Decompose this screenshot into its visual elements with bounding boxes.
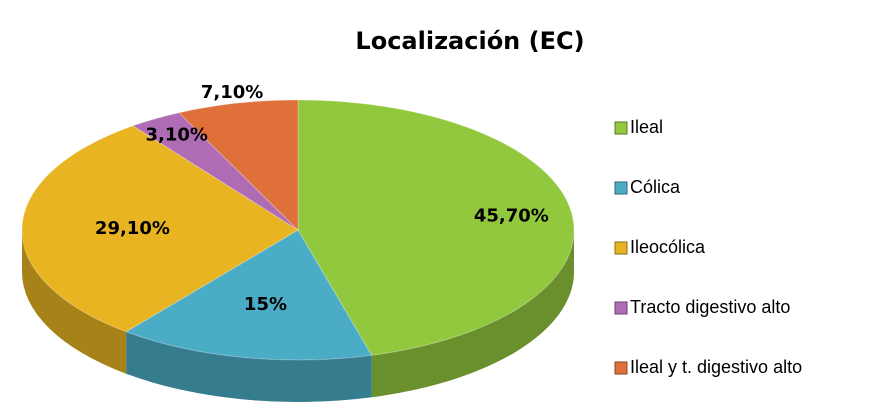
- legend-swatch: [614, 301, 628, 315]
- pie-slice: [177, 99, 299, 232]
- data-label: 29,10%: [95, 218, 170, 239]
- legend-label: Cólica: [630, 177, 681, 197]
- legend-label: Ileal y t. digestivo alto: [630, 357, 802, 377]
- legend-swatch: [614, 361, 628, 375]
- legend-label: Ileal: [630, 117, 663, 137]
- pie-slice: [21, 125, 299, 333]
- data-label: 45,70%: [474, 205, 549, 226]
- pie-slice: [131, 112, 299, 231]
- legend-label: Tracto digestivo alto: [630, 297, 790, 317]
- legend-swatch: [614, 241, 628, 255]
- pie-slice-side: [22, 230, 127, 374]
- chart-title: Localización (EC): [355, 27, 584, 55]
- pie-slice: [297, 99, 575, 356]
- pie-slice-side: [126, 331, 372, 402]
- data-label: 3,10%: [145, 124, 207, 145]
- legend-swatch: [614, 121, 628, 135]
- data-label: 15%: [244, 294, 287, 315]
- data-label: 7,10%: [201, 82, 263, 103]
- pie-slice: [124, 229, 373, 361]
- pie-slice-side: [371, 230, 574, 398]
- legend-swatch: [614, 181, 628, 195]
- legend-label: Ileocólica: [630, 237, 706, 257]
